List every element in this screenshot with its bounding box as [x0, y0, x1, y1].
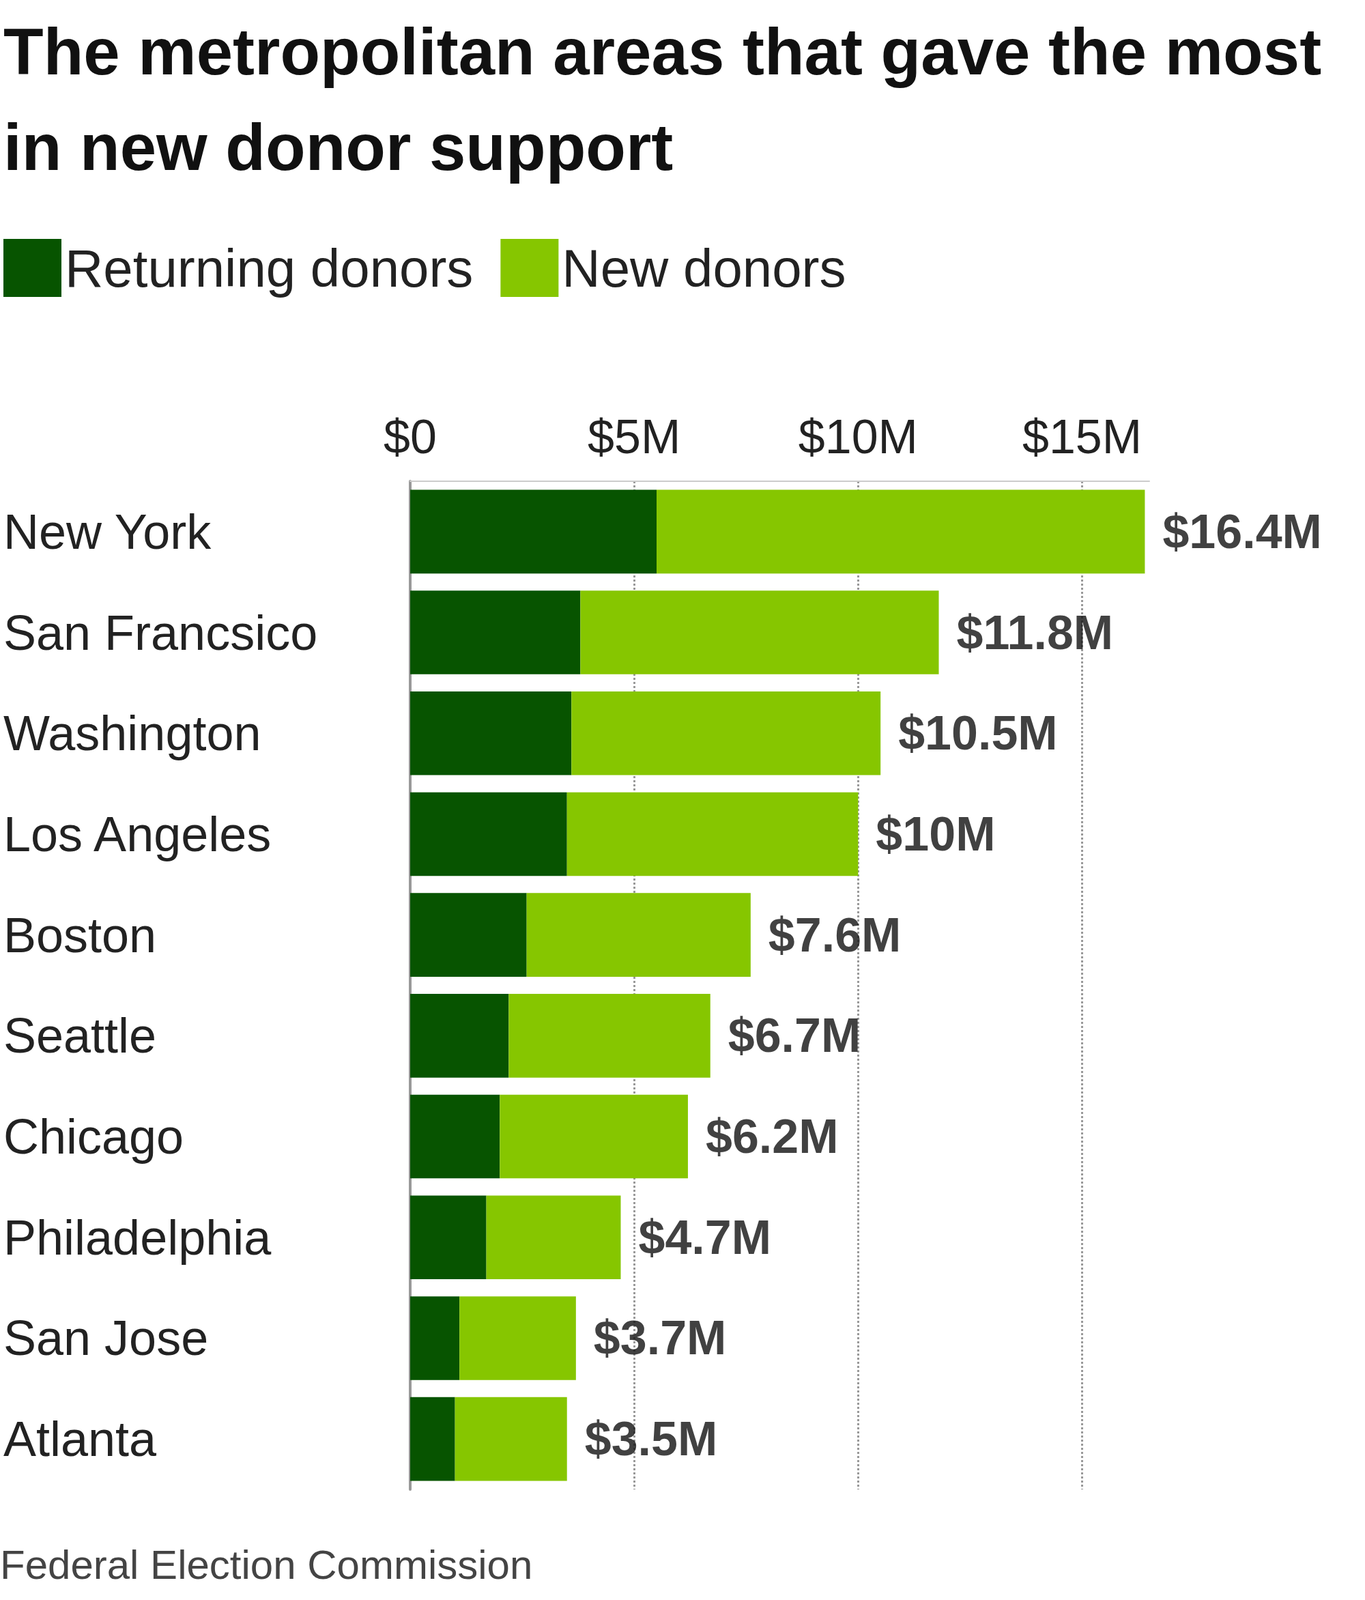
svg-text:The metropolitan areas that ga: The metropolitan areas that gave the mos… [3, 15, 1340, 89]
svg-text:Chicago: Chicago [3, 1109, 184, 1164]
svg-text:in new donor support: in new donor support [3, 110, 673, 184]
svg-text:San Jose: San Jose [3, 1310, 209, 1365]
svg-text:$4.7M: $4.7M [638, 1210, 772, 1264]
svg-text:$6.2M: $6.2M [705, 1109, 839, 1163]
svg-text:$10M: $10M [798, 410, 918, 464]
svg-text:Washington: Washington [3, 705, 262, 761]
svg-text:New donors: New donors [561, 238, 846, 299]
svg-text:Atlanta: Atlanta [3, 1411, 157, 1467]
svg-text:$16.4M: $16.4M [1162, 505, 1322, 559]
svg-text:$10M: $10M [875, 807, 996, 861]
svg-text:$3.7M: $3.7M [593, 1311, 727, 1365]
svg-text:$15M: $15M [1022, 410, 1142, 464]
svg-text:$10.5M: $10.5M [898, 706, 1058, 760]
svg-text:Federal Election Commission: Federal Election Commission [0, 1541, 533, 1588]
svg-text:$5M: $5M [587, 410, 681, 464]
svg-text:$11.8M: $11.8M [956, 606, 1114, 660]
svg-text:New York: New York [3, 504, 212, 559]
svg-text:$3.5M: $3.5M [584, 1412, 718, 1466]
svg-text:Philadelphia: Philadelphia [3, 1210, 272, 1265]
svg-text:Seattle: Seattle [3, 1008, 157, 1063]
svg-text:$0: $0 [383, 410, 437, 464]
svg-text:$7.6M: $7.6M [768, 908, 902, 962]
svg-text:San Francsico: San Francsico [3, 605, 318, 660]
svg-text:Los Angeles: Los Angeles [3, 806, 271, 862]
svg-text:$6.7M: $6.7M [728, 1008, 862, 1062]
svg-text:Boston: Boston [3, 907, 157, 963]
svg-text:Returning donors: Returning donors [64, 238, 473, 299]
